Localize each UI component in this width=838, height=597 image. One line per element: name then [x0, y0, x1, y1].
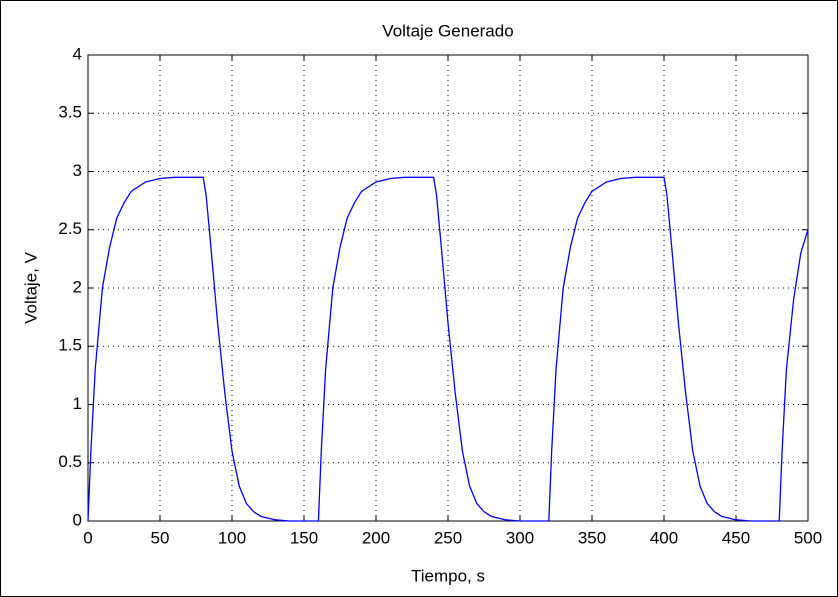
y-tick-label: 0 — [73, 510, 82, 529]
x-tick-label: 50 — [151, 528, 170, 547]
x-tick-label: 300 — [506, 528, 534, 547]
x-tick-label: 0 — [83, 528, 92, 547]
x-tick-label: 250 — [434, 528, 462, 547]
x-tick-label: 350 — [578, 528, 606, 547]
x-tick-label: 200 — [362, 528, 390, 547]
y-tick-label: 3 — [73, 161, 82, 180]
y-tick-label: 3.5 — [58, 103, 82, 122]
x-tick-label: 150 — [290, 528, 318, 547]
plot-frame — [87, 54, 809, 522]
y-axis-label: Voltaje, V — [21, 251, 40, 323]
y-tick-label: 0.5 — [58, 452, 82, 471]
chart-title: Voltaje Generado — [382, 21, 513, 40]
y-tick-label: 1 — [73, 394, 82, 413]
y-tick-label: 1.5 — [58, 336, 82, 355]
x-axis-label: Tiempo, s — [411, 566, 485, 585]
x-tick-label: 400 — [650, 528, 678, 547]
x-tick-label: 100 — [218, 528, 246, 547]
x-tick-label: 500 — [794, 528, 822, 547]
data-line — [87, 176, 809, 522]
y-tick-label: 4 — [73, 44, 82, 63]
y-tick-label: 2 — [73, 277, 82, 296]
x-tick-label: 450 — [722, 528, 750, 547]
y-tick-label: 2.5 — [58, 219, 82, 238]
